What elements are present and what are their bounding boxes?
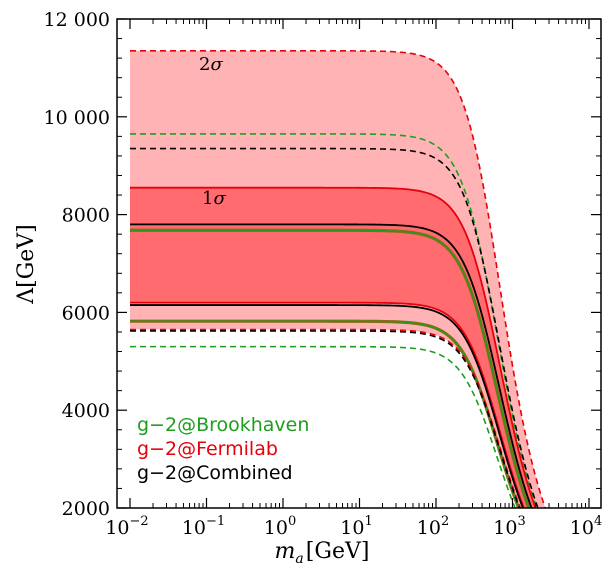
brookhaven-2sigma-upper-curve [130, 133, 538, 508]
x-axis-title: ma[GeV] [275, 539, 370, 567]
y-tick-label: 6000 [62, 302, 110, 324]
brookhaven-1sigma-upper-curve [130, 229, 530, 508]
y-axis-title: Λ[GeV] [14, 224, 39, 305]
combined-1sigma-upper-curve [130, 223, 533, 508]
x-tick-label: 102 [417, 514, 449, 539]
y-axis: 2000 4000 6000 8000 10 000 12 000 [44, 9, 601, 520]
y-tick-label: 12 000 [44, 9, 110, 31]
y-tick-label: 4000 [62, 400, 110, 422]
x-tick-label: 10−2 [105, 514, 148, 539]
fermilab-2sigma-upper-curve [130, 49, 547, 508]
curves-group [130, 49, 547, 508]
legend-combined: g−2@Combined [137, 462, 293, 484]
x-tick-label: 101 [340, 514, 372, 539]
x-tick-label: 10−1 [182, 514, 225, 539]
fermilab-2sigma-lower-curve [130, 328, 522, 508]
band-label-2sigma: 2σ [199, 54, 223, 75]
x-tick-label: 103 [493, 514, 525, 539]
fermilab-1sigma-lower-curve [130, 301, 525, 508]
bands-group [130, 50, 546, 508]
x-tick-label: 104 [570, 514, 602, 539]
band-1sigma [130, 187, 536, 508]
combined-1sigma-lower-curve [130, 304, 524, 508]
legend-fermilab: g−2@Fermilab [137, 438, 278, 460]
legend-brookhaven: g−2@Brookhaven [137, 414, 309, 436]
y-tick-label: 8000 [62, 205, 110, 227]
x-axis: 10−2 10−1 100 101 102 103 104 [105, 19, 602, 539]
combined-2sigma-lower-curve [130, 330, 521, 508]
x-tick-label: 100 [264, 514, 296, 539]
y-tick-label: 10 000 [44, 107, 110, 129]
y-tick-label: 2000 [62, 498, 110, 520]
fermilab-1sigma-upper-curve [130, 186, 537, 508]
combined-2sigma-upper-curve [130, 147, 539, 508]
band-label-1sigma: 1σ [202, 188, 226, 209]
